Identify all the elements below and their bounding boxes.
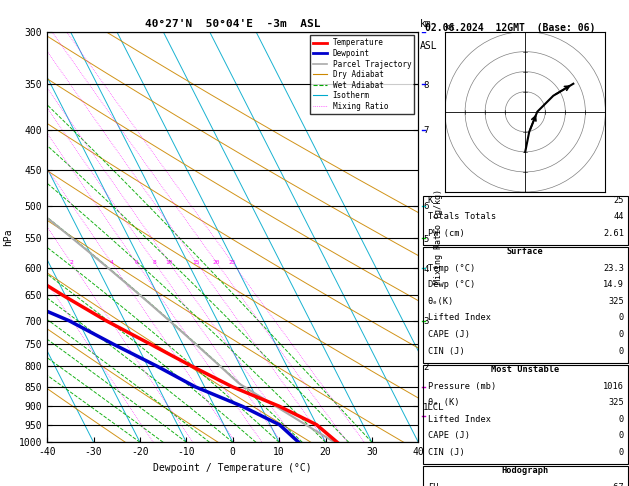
Text: -67: -67 (608, 483, 624, 486)
Text: Lifted Index: Lifted Index (428, 415, 491, 424)
Text: Dewp (°C): Dewp (°C) (428, 280, 475, 290)
Text: 25: 25 (228, 260, 236, 265)
Text: 0: 0 (619, 347, 624, 356)
X-axis label: Dewpoint / Temperature (°C): Dewpoint / Temperature (°C) (153, 463, 312, 473)
Text: 1016: 1016 (603, 382, 624, 391)
Text: PW (cm): PW (cm) (428, 229, 464, 238)
Text: 4: 4 (109, 260, 113, 265)
Text: CIN (J): CIN (J) (428, 347, 464, 356)
Text: 15: 15 (192, 260, 200, 265)
Text: 325: 325 (608, 297, 624, 306)
Text: Totals Totals: Totals Totals (428, 212, 496, 222)
Text: 6: 6 (134, 260, 138, 265)
Text: K: K (428, 196, 433, 205)
Text: Lifted Index: Lifted Index (428, 313, 491, 323)
Text: 8: 8 (153, 260, 156, 265)
Text: 23.3: 23.3 (603, 264, 624, 273)
Text: 2.61: 2.61 (603, 229, 624, 238)
Text: Surface: Surface (507, 247, 543, 257)
Text: Temp (°C): Temp (°C) (428, 264, 475, 273)
Title: 40°27'N  50°04'E  -3m  ASL: 40°27'N 50°04'E -3m ASL (145, 19, 321, 30)
Legend: Temperature, Dewpoint, Parcel Trajectory, Dry Adiabat, Wet Adiabat, Isotherm, Mi: Temperature, Dewpoint, Parcel Trajectory… (310, 35, 415, 114)
Text: 0: 0 (619, 313, 624, 323)
Text: 20: 20 (213, 260, 220, 265)
Text: 44: 44 (613, 212, 624, 222)
Text: 25: 25 (613, 196, 624, 205)
Text: Pressure (mb): Pressure (mb) (428, 382, 496, 391)
Y-axis label: hPa: hPa (3, 228, 13, 246)
Text: 0: 0 (619, 431, 624, 440)
Text: kt: kt (445, 22, 455, 32)
Text: Mixing Ratio (g/kg): Mixing Ratio (g/kg) (434, 190, 443, 284)
Text: CAPE (J): CAPE (J) (428, 330, 470, 339)
Text: Most Unstable: Most Unstable (491, 365, 559, 374)
Text: 10: 10 (165, 260, 173, 265)
Text: 02.06.2024  12GMT  (Base: 06): 02.06.2024 12GMT (Base: 06) (425, 23, 595, 33)
Text: km: km (420, 19, 431, 29)
Text: 325: 325 (608, 398, 624, 407)
Text: 14.9: 14.9 (603, 280, 624, 290)
Text: Hodograph: Hodograph (501, 466, 549, 475)
Text: 0: 0 (619, 448, 624, 457)
Text: CAPE (J): CAPE (J) (428, 431, 470, 440)
Text: CIN (J): CIN (J) (428, 448, 464, 457)
Text: θₑ(K): θₑ(K) (428, 297, 454, 306)
Text: ASL: ASL (420, 41, 437, 51)
Text: 0: 0 (619, 415, 624, 424)
Text: 2: 2 (69, 260, 73, 265)
Text: θₑ (K): θₑ (K) (428, 398, 459, 407)
Text: EH: EH (428, 483, 438, 486)
Text: 0: 0 (619, 330, 624, 339)
